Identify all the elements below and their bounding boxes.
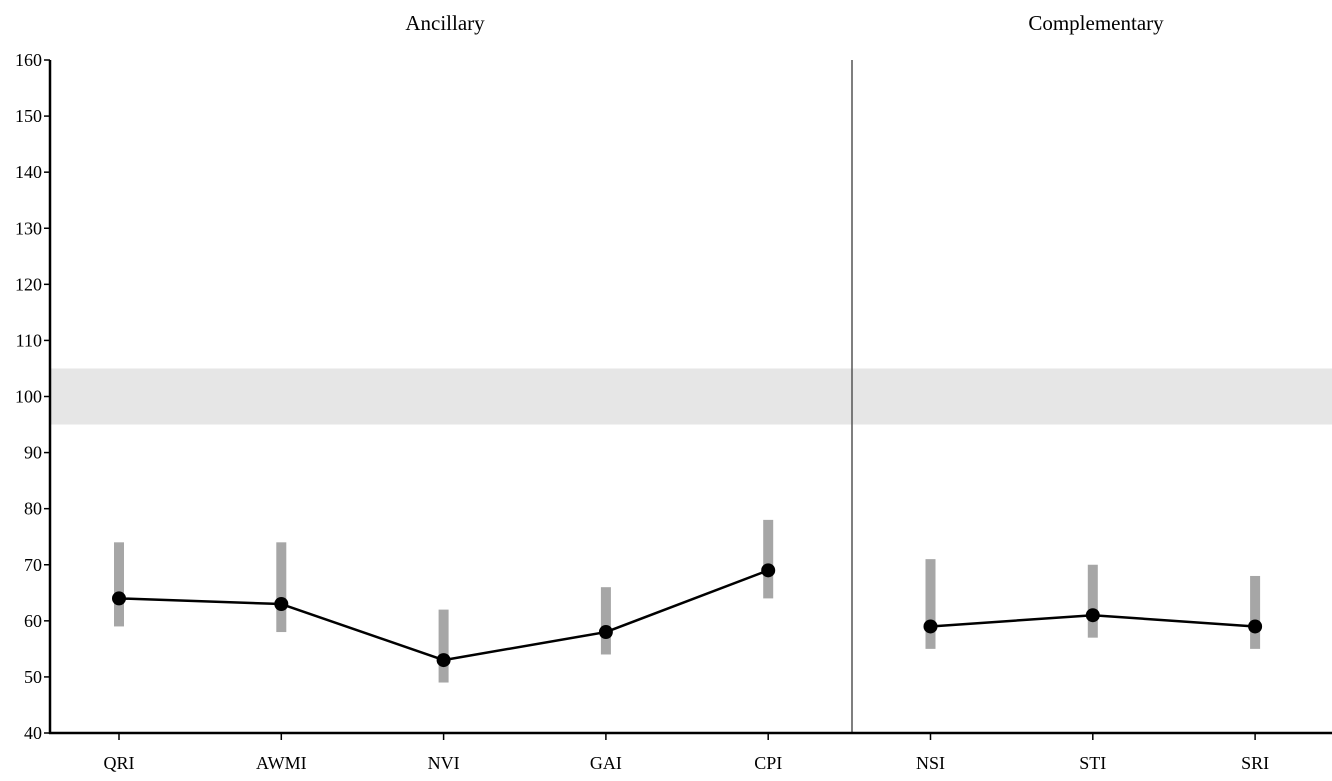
error-bar xyxy=(763,519,774,599)
group-label: Complementary xyxy=(1028,11,1164,35)
data-point xyxy=(923,619,938,634)
x-tick-label: SRI xyxy=(1241,753,1269,773)
point-layer xyxy=(112,563,1263,668)
error-bar xyxy=(1087,564,1098,638)
x-tick-label: CPI xyxy=(754,753,782,773)
y-tick-label: 110 xyxy=(16,330,42,350)
data-point xyxy=(761,563,776,578)
group-label: Ancillary xyxy=(405,11,485,35)
y-tick-label: 40 xyxy=(24,723,42,743)
label-layer: Ancillary Complementary xyxy=(405,11,1164,35)
y-tick-label: 120 xyxy=(15,274,42,294)
data-point xyxy=(436,653,451,668)
y-tick-label: 70 xyxy=(24,555,42,575)
y-tick-label: 130 xyxy=(15,218,42,238)
series-line-layer xyxy=(118,569,1256,662)
y-tick-label: 60 xyxy=(24,611,42,631)
x-tick-label: STI xyxy=(1079,753,1106,773)
error-bar xyxy=(600,587,611,655)
y-tick-label: 150 xyxy=(15,106,42,126)
reference-band xyxy=(50,368,1332,425)
error-bar xyxy=(438,609,449,683)
data-point xyxy=(274,597,289,612)
x-tick-label: AWMI xyxy=(256,753,307,773)
data-point xyxy=(1248,619,1263,634)
error-bar xyxy=(1250,575,1261,649)
y-tick-label: 90 xyxy=(24,443,42,463)
y-tick-label: 50 xyxy=(24,667,42,687)
x-tick-label: NSI xyxy=(916,753,945,773)
x-tick-label: QRI xyxy=(104,753,135,773)
data-point xyxy=(112,591,126,606)
error-bar xyxy=(276,542,287,633)
x-tick-label: NVI xyxy=(428,753,460,773)
error-bar-layer xyxy=(114,519,1261,683)
reference-band-layer xyxy=(50,368,1332,425)
y-tick-label: 140 xyxy=(15,162,42,182)
error-bar xyxy=(925,559,936,649)
y-tick-label: 160 xyxy=(15,50,42,70)
y-tick-label: 100 xyxy=(15,387,42,407)
error-bar xyxy=(114,542,124,627)
y-tick-label: 80 xyxy=(24,499,42,519)
data-point xyxy=(598,625,613,640)
x-tick-label: GAI xyxy=(590,753,622,773)
axis-layer: 40 50 60 70 80 90 100 110 120 130 140 150 160 QRI AWMI… xyxy=(15,50,1332,773)
data-point xyxy=(1085,608,1100,623)
